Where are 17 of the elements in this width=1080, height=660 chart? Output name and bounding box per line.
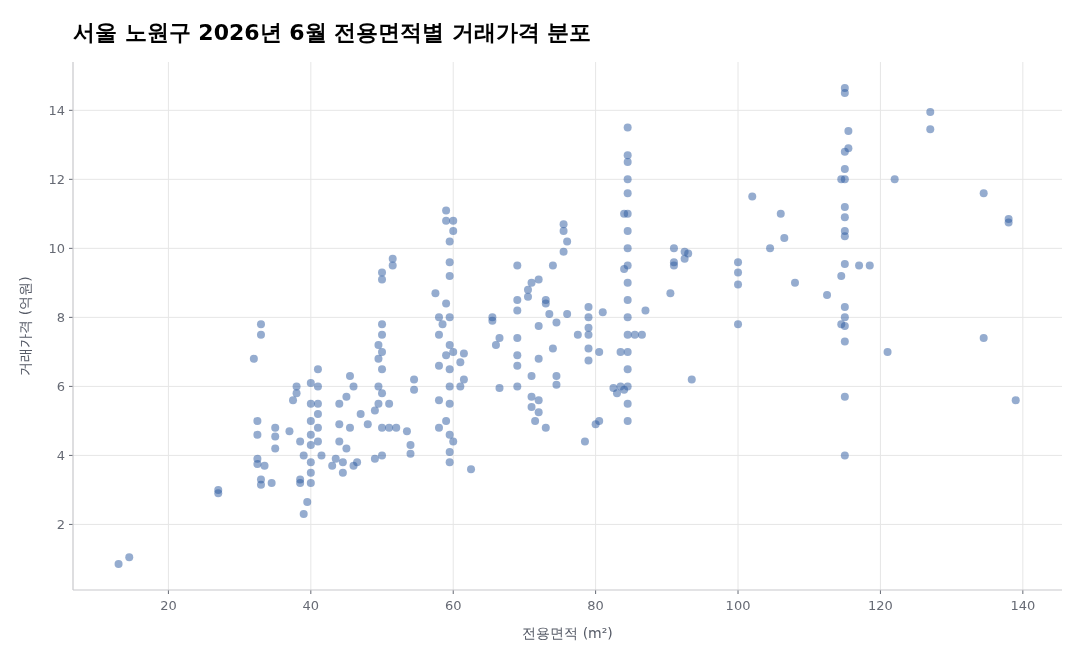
x-tick-label: 20 xyxy=(160,598,177,613)
x-tick-label: 60 xyxy=(444,598,462,613)
x-tick-label: 100 xyxy=(725,598,751,613)
y-tick-label: 12 xyxy=(48,171,65,187)
x-tick-label: 80 xyxy=(587,598,604,613)
x-tick-label: 120 xyxy=(868,598,893,613)
y-tick-label: 6 xyxy=(56,378,65,394)
y-axis-title: 거래가격 (억원) xyxy=(17,276,33,376)
y-tick-label: 4 xyxy=(56,447,65,463)
y-tick-label: 14 xyxy=(48,102,65,118)
x-axis-title: 전용면적 (m²) xyxy=(522,625,613,641)
x-tick-label: 140 xyxy=(1010,598,1036,613)
chart-title: 서울 노원구 2026년 6월 전용면적별 거래가격 분포 xyxy=(73,20,592,45)
y-tick-label: 10 xyxy=(48,240,65,256)
x-tick-label: 40 xyxy=(302,598,320,613)
y-tick-label: 2 xyxy=(56,516,65,532)
y-tick-label: 8 xyxy=(56,309,65,325)
